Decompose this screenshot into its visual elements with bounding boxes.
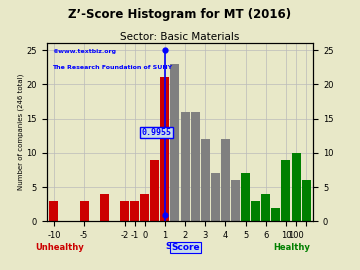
Bar bbox=[211, 173, 220, 221]
Bar bbox=[160, 77, 170, 221]
Bar bbox=[190, 112, 200, 221]
X-axis label: Score: Score bbox=[166, 241, 194, 251]
Bar bbox=[80, 201, 89, 221]
Text: Unhealthy: Unhealthy bbox=[36, 243, 85, 252]
Text: ©www.textbiz.org: ©www.textbiz.org bbox=[52, 49, 116, 53]
Text: Healthy: Healthy bbox=[274, 243, 310, 252]
Y-axis label: Number of companies (246 total): Number of companies (246 total) bbox=[17, 74, 24, 191]
Bar bbox=[130, 201, 139, 221]
Bar bbox=[49, 201, 58, 221]
Bar bbox=[201, 139, 210, 221]
Bar bbox=[100, 194, 109, 221]
Text: 0.9955: 0.9955 bbox=[141, 128, 171, 137]
Bar bbox=[231, 180, 240, 221]
Bar bbox=[271, 208, 280, 221]
Bar bbox=[261, 194, 270, 221]
Text: The Research Foundation of SUNY: The Research Foundation of SUNY bbox=[52, 65, 172, 70]
Text: Score: Score bbox=[171, 243, 200, 252]
Bar bbox=[120, 201, 129, 221]
Bar bbox=[140, 194, 149, 221]
Bar bbox=[251, 201, 260, 221]
Bar bbox=[150, 160, 159, 221]
Bar bbox=[180, 112, 190, 221]
Bar bbox=[221, 139, 230, 221]
Bar bbox=[241, 173, 250, 221]
Text: Sector: Basic Materials: Sector: Basic Materials bbox=[120, 32, 240, 42]
Bar bbox=[170, 64, 180, 221]
Text: Z’-Score Histogram for MT (2016): Z’-Score Histogram for MT (2016) bbox=[68, 8, 292, 21]
Bar bbox=[282, 160, 291, 221]
Bar bbox=[292, 153, 301, 221]
Bar bbox=[302, 180, 311, 221]
